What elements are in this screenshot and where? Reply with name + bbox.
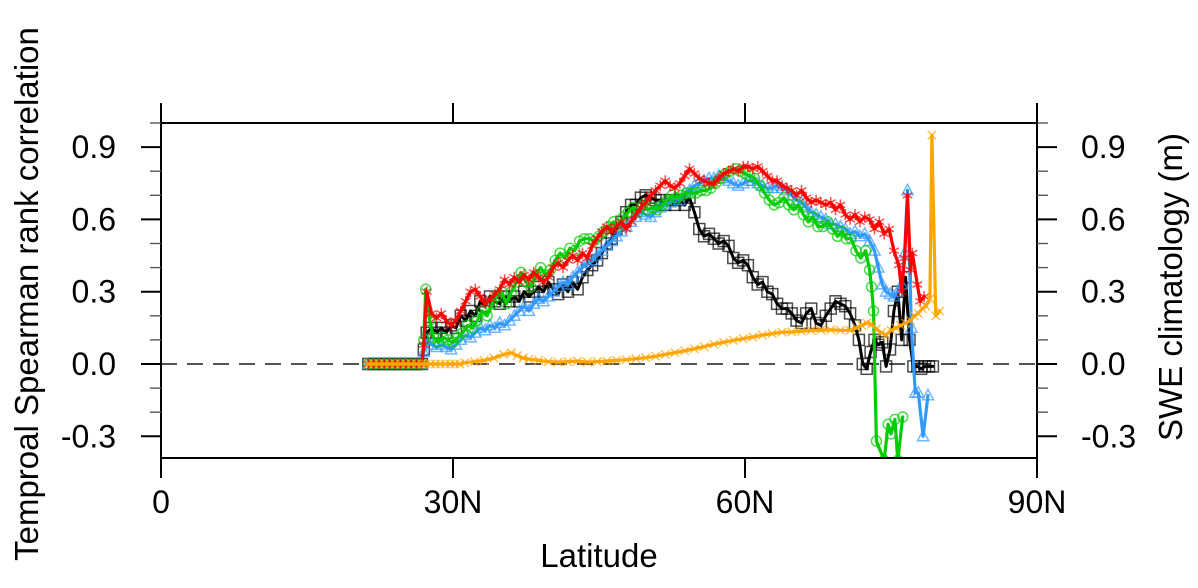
y-tick-label-right: 0.9 bbox=[1081, 129, 1125, 165]
series-orange-x bbox=[363, 130, 945, 369]
x-axis-title: Latitude bbox=[540, 537, 658, 574]
plot-frame bbox=[160, 122, 1038, 459]
y-tick-label-left: 0.6 bbox=[72, 201, 116, 237]
x-tick-label-60N: 60N bbox=[716, 484, 775, 520]
series-red-asterisks-line bbox=[366, 164, 926, 366]
y-tick-label-right: 0.6 bbox=[1081, 201, 1125, 237]
y-tick-label-left: -0.3 bbox=[61, 418, 116, 454]
y-tick-label-left: 0.3 bbox=[72, 274, 116, 310]
x-tick-label-90N: 90N bbox=[1008, 484, 1067, 520]
y-tick-label-right: -0.3 bbox=[1081, 418, 1136, 454]
x-tick-label-30N: 30N bbox=[424, 484, 483, 520]
y-tick-label-left: 0.9 bbox=[72, 129, 116, 165]
y-tick-label-right: 0.3 bbox=[1081, 274, 1125, 310]
y-tick-label-right: 0.0 bbox=[1081, 346, 1125, 382]
series-orange-x-line bbox=[366, 133, 942, 366]
y-tick-label-left: 0.0 bbox=[72, 346, 116, 382]
x-tick-label-0: 0 bbox=[152, 484, 170, 520]
